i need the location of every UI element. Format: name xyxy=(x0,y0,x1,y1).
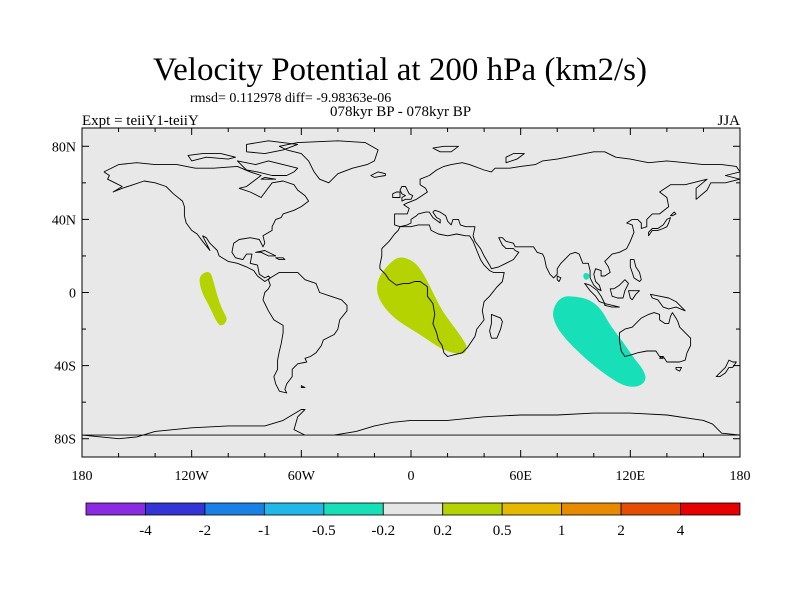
coastline xyxy=(648,217,671,237)
coastline xyxy=(489,313,503,339)
colorbar-swatch xyxy=(561,502,622,516)
stats-label: rmsd= 0.112978 diff= -9.98363e-06 xyxy=(190,91,392,106)
colorbar-swatch xyxy=(382,502,444,516)
colorbar-swatch xyxy=(620,502,681,516)
colorbar-swatch xyxy=(85,502,146,516)
y-tick-label: 40N xyxy=(52,213,76,228)
x-tick-label: 0 xyxy=(408,469,415,484)
coastline xyxy=(609,279,629,299)
colorbar-label: -4 xyxy=(139,523,152,539)
coastline xyxy=(659,356,664,359)
period-label: 078kyr BP - 078kyr BP xyxy=(330,104,472,120)
colorbar-label: 0.2 xyxy=(433,523,452,539)
colorbar-label: -0.2 xyxy=(371,523,395,539)
coastline xyxy=(103,162,310,282)
colorbar-swatch xyxy=(263,502,325,516)
colorbar: -4 -2 -1 -0.5 -0.2 0.2 0.5 1 2 4 xyxy=(85,502,741,539)
colorbar-label: -2 xyxy=(199,523,212,539)
x-tick-label: 120W xyxy=(175,469,210,484)
y-tick-label: 0 xyxy=(69,287,76,302)
colorbar-label: 2 xyxy=(617,523,625,539)
coastline xyxy=(670,211,677,217)
colorbar-swatch xyxy=(680,502,741,516)
coastline xyxy=(399,186,414,202)
colorbar-swatch xyxy=(442,502,503,516)
experiment-label: Expt = teiiY1-teiiY xyxy=(82,113,199,129)
coastline xyxy=(628,290,640,301)
coastline xyxy=(246,140,299,155)
colorbar-label: -0.5 xyxy=(312,523,336,539)
coastline xyxy=(379,224,505,357)
y-tick-label: 40S xyxy=(54,360,76,375)
x-tick-label: 120E xyxy=(616,469,646,484)
coastline xyxy=(278,140,379,184)
colorbar-swatch xyxy=(501,502,563,516)
anomaly-region-indian-ocean-negative xyxy=(553,296,646,387)
x-tick-label: 60E xyxy=(509,469,532,484)
coastline xyxy=(275,257,286,261)
x-tick-label: 180 xyxy=(730,469,751,484)
coastline xyxy=(187,153,236,162)
coastline xyxy=(262,271,348,394)
colorbar-label: 4 xyxy=(677,523,685,539)
colorbar-label: -1 xyxy=(258,523,271,539)
y-tick-label: 80S xyxy=(54,433,76,448)
coastline xyxy=(370,171,386,178)
coastline xyxy=(300,385,306,388)
colorbar-swatch xyxy=(204,502,265,516)
coastline xyxy=(432,145,459,153)
coastline xyxy=(82,409,740,440)
coastline xyxy=(255,250,277,257)
x-tick-label: 60W xyxy=(288,469,316,484)
anomaly-region-east-pacific-positive xyxy=(199,271,227,326)
coastline xyxy=(260,176,277,180)
coastline xyxy=(556,275,562,282)
y-tick-label: 80N xyxy=(52,140,76,155)
colorbar-swatch xyxy=(145,502,206,516)
coastline xyxy=(236,160,299,176)
plot-title: Velocity Potential at 200 hPa (km2/s) xyxy=(152,52,648,88)
coastline xyxy=(649,293,686,312)
x-tick-label: 180 xyxy=(72,469,93,484)
anomaly-region-bay-of-bengal-negative xyxy=(583,273,590,280)
coastline xyxy=(604,303,620,308)
colorbar-label: 0.5 xyxy=(493,523,512,539)
coastline xyxy=(629,259,642,282)
coastline xyxy=(394,151,740,292)
coastline xyxy=(392,191,401,198)
colorbar-swatch xyxy=(323,502,384,516)
colorbar-label: 1 xyxy=(558,523,566,539)
anomaly-region-atlantic-africa-positive xyxy=(377,257,467,354)
coastline xyxy=(675,366,682,372)
coastline xyxy=(618,312,692,363)
season-label: JJA xyxy=(717,113,740,129)
coastline xyxy=(505,153,525,164)
map-content xyxy=(82,140,740,440)
coastline xyxy=(715,359,737,378)
